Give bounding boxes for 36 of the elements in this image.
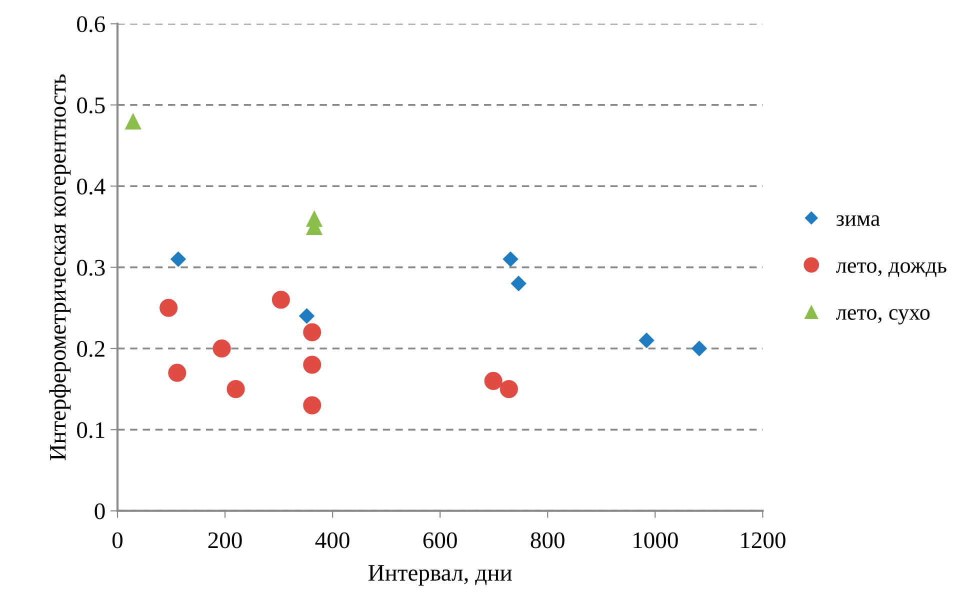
point [303, 323, 322, 342]
y-tick-label: 0.3 [77, 260, 105, 276]
legend-label: зима [836, 215, 880, 226]
point [691, 340, 708, 356]
x-tick-label: 400 [315, 532, 350, 548]
point [303, 356, 322, 374]
x-tick-label: 1200 [741, 532, 786, 548]
point [124, 112, 142, 130]
y-tick-label: 0.5 [77, 97, 105, 114]
point [638, 332, 654, 348]
point [510, 276, 526, 292]
point [170, 251, 186, 268]
y-axis-title: Интерферометрическая когерентность [49, 74, 71, 460]
point [484, 372, 502, 390]
point [502, 251, 518, 268]
point [303, 396, 322, 414]
point [212, 339, 231, 358]
y-tick-label: 0 [94, 503, 105, 520]
y-tick-label: 0.4 [77, 178, 106, 195]
x-tick-label: 200 [208, 532, 242, 548]
x-tick-label: 600 [423, 532, 457, 548]
legend-label: лето, дождь [836, 262, 946, 277]
point [168, 364, 186, 382]
point [226, 380, 245, 398]
x-tick-label: 1000 [634, 532, 678, 548]
y-tick-label: 0.2 [77, 340, 104, 358]
legend-label: лето, сухо [836, 309, 930, 324]
point [272, 290, 290, 309]
y-tick-label: 0.1 [77, 422, 104, 438]
point [160, 298, 178, 317]
y-tick-label: 0.6 [77, 16, 105, 32]
point [298, 308, 315, 324]
x-axis-title: Интервал, дни [368, 565, 512, 586]
x-tick-label: 0 [112, 532, 122, 548]
point [500, 380, 518, 398]
x-tick-label: 800 [530, 532, 564, 548]
